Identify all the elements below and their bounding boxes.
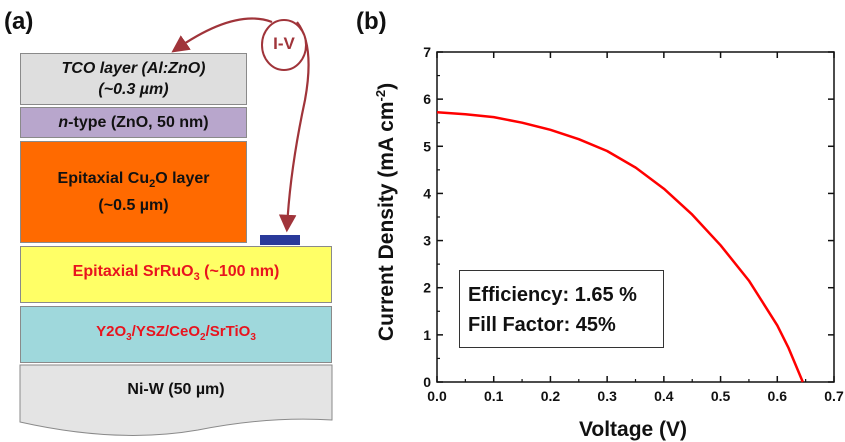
buffer-a-sub: 3 (126, 332, 132, 343)
x-tick-label: 0.4 (654, 388, 674, 404)
buffer-c-sub: 3 (250, 332, 256, 343)
efficiency-text: Efficiency: 1.65 % (468, 284, 637, 306)
cu2o-label-pre: Epitaxial Cu (57, 169, 150, 187)
substrate-layer: Ni-W (50 µm) (20, 366, 332, 412)
cu2o-label-post: O layer (155, 169, 210, 187)
x-tick-label: 0.6 (768, 388, 788, 404)
ntype-label: -type (ZnO, 50 nm) (68, 114, 209, 131)
y-tick-label: 5 (423, 138, 431, 154)
y-tick-label: 4 (423, 185, 431, 201)
ntype-layer: n-type (ZnO, 50 nm) (20, 107, 247, 138)
y-tick-label: 6 (423, 91, 431, 107)
x-tick-label: 0.3 (597, 388, 617, 404)
tco-layer-label: TCO layer (Al:ZnO) (61, 60, 206, 77)
y-axis-label: Current Density (mA cm-2) (373, 83, 398, 341)
srruo3-label-post: (~100 nm) (199, 262, 280, 280)
x-tick-label: 0.2 (541, 388, 561, 404)
srruo3-layer: Epitaxial SrRuO3 (~100 nm) (20, 246, 332, 303)
substrate-label: Ni-W (50 µm) (127, 380, 225, 398)
y-tick-label: 7 (423, 44, 431, 60)
tco-layer-thickness: (~0.3 µm) (98, 81, 169, 98)
cu2o-layer: Epitaxial Cu2O layer (~0.5 µm) (20, 141, 247, 243)
tco-layer: TCO layer (Al:ZnO) (~0.3 µm) (20, 53, 247, 105)
iv-connection-arrows (171, 17, 310, 233)
buffer-b-sub: 2 (200, 332, 206, 343)
x-tick-label: 0.7 (824, 388, 844, 404)
substrate-shape (19, 364, 333, 436)
y-tick-label: 2 (423, 280, 431, 296)
iv-circle (261, 19, 307, 71)
iv-curve-series (436, 111, 804, 383)
y-axis-label-main: Current Density (mA cm (375, 101, 398, 341)
srruo3-subscript: 3 (193, 271, 200, 284)
performance-annotation-box: Efficiency: 1.65 % Fill Factor: 45% (459, 270, 664, 348)
y-tick-label: 1 (423, 327, 431, 343)
cu2o-subscript: 2 (149, 178, 156, 191)
srruo3-label-pre: Epitaxial SrRuO (72, 262, 194, 280)
top-contact (260, 235, 300, 245)
y-tick-label: 0 (423, 374, 431, 390)
buffer-b: /YSZ/CeO (131, 323, 201, 340)
panel-a-label: (a) (4, 8, 34, 35)
buffer-c: /SrTiO (205, 323, 251, 340)
iv-label: I-V (273, 34, 295, 53)
x-axis-label: Voltage (V) (579, 418, 687, 441)
x-tick-label: 0.1 (484, 388, 504, 404)
y-axis-label-superscript: -2 (373, 90, 388, 102)
ntype-prefix: n (58, 114, 69, 131)
panel-b-label: (b) (356, 8, 387, 35)
x-tick-label: 0.5 (711, 388, 731, 404)
cu2o-thickness: (~0.5 µm) (98, 197, 169, 215)
fill-factor-text: Fill Factor: 45% (468, 314, 616, 336)
y-tick-label: 3 (423, 233, 431, 249)
y-axis-label-close: ) (375, 83, 398, 90)
buffer-a: Y2O (96, 323, 127, 340)
buffer-layers: Y2O3/YSZ/CeO2/SrTiO3 (20, 306, 332, 363)
x-tick-label: 0.0 (427, 388, 447, 404)
iv-curve-chart: 0.0 0.1 0.2 0.3 0.4 0.5 0.6 0.7 0 1 2 3 4 5 6 7 Voltage… (373, 44, 844, 441)
